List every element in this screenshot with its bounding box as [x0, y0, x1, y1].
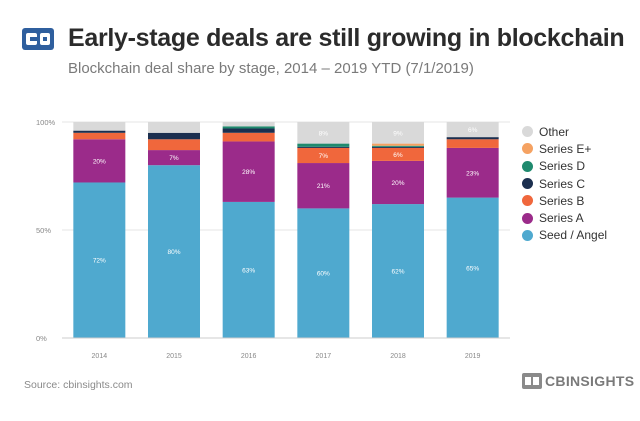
bar-data-label: 20% [391, 180, 404, 187]
bar-data-label: 7% [169, 155, 179, 162]
x-tick-label: 2018 [390, 353, 406, 360]
bar-segment [446, 139, 499, 148]
bar-segment [372, 122, 424, 144]
bar-segment [297, 143, 350, 147]
bar-segment [297, 122, 350, 144]
x-tick-label: 2015 [166, 353, 182, 360]
bars [73, 122, 499, 338]
legend-item: Series B [522, 192, 634, 209]
bar-segment [73, 132, 126, 140]
legend-item: Seed / Angel [522, 227, 634, 244]
legend-swatch [522, 178, 533, 190]
legend-item: Series D [522, 158, 634, 175]
bar-segment [222, 126, 275, 129]
brand-footer: CBINSIGHTS [522, 373, 634, 389]
legend-swatch [522, 212, 533, 224]
bar-segment [73, 139, 126, 183]
x-tick-label: 2017 [316, 353, 332, 360]
bar-segment [222, 141, 275, 202]
bar-segment [73, 182, 126, 338]
bar-data-label: 8% [319, 130, 329, 137]
bar-data-label: 80% [167, 249, 180, 256]
source-note: Source: cbinsights.com [24, 379, 133, 391]
legend-item: Other [522, 123, 634, 140]
gridlines [62, 121, 510, 231]
legend-label: Seed / Angel [539, 228, 608, 243]
bar-segment [148, 165, 200, 338]
bar-data-label: 23% [466, 170, 479, 177]
bar-segment [446, 137, 499, 140]
bar-segment [446, 197, 499, 338]
bar-data-label: 6% [468, 127, 478, 134]
bar-segment [73, 130, 126, 133]
bar-data-label: 28% [242, 169, 255, 176]
legend-swatch [522, 126, 533, 138]
legend-label: Series A [539, 211, 584, 226]
legend-label: Other [539, 124, 570, 139]
y-tick-label: 0% [36, 334, 47, 343]
legend-label: Series C [539, 176, 586, 191]
bar-segment [222, 128, 275, 133]
legend-swatch [522, 195, 533, 207]
bar-data-label: 6% [393, 152, 403, 159]
chart-legend: Other Series E+ Series D Series C Series B Se… [522, 123, 634, 244]
x-tick-label: 2014 [92, 353, 108, 360]
bar-data-label: 9% [393, 130, 403, 137]
axes: 100% 50% 0% 2014 2015 2016 2017 2018 2019 [36, 118, 510, 360]
legend-swatch [522, 229, 533, 241]
chart-title: Early-stage deals are still growing in b… [68, 24, 625, 52]
bar-data-label: 20% [93, 158, 106, 165]
bar-segment [372, 143, 424, 146]
bar-segment [446, 122, 499, 138]
x-tick-label: 2016 [241, 353, 257, 360]
bar-data-label: 7% [319, 153, 329, 160]
chart-subtitle: Blockchain deal share by stage, 2014 – 2… [68, 60, 474, 77]
bar-data-label: 62% [391, 269, 404, 276]
bar-segment [73, 122, 126, 131]
legend-label: Series B [539, 193, 585, 208]
bar-segment [372, 145, 424, 147]
bar-segment [222, 201, 275, 338]
bar-segment [372, 147, 424, 161]
brand-wordmark: CBINSIGHTS [545, 373, 635, 389]
bar-segment [148, 150, 200, 166]
bar-segment [148, 139, 200, 151]
cb-insights-logo-icon [22, 28, 54, 50]
bar-data-label: 21% [317, 183, 330, 190]
bar-segment [222, 122, 275, 127]
bar-data-label: 63% [242, 267, 255, 274]
legend-item: Series E+ [522, 140, 634, 157]
bar-segment [297, 146, 350, 148]
y-tick-label: 50% [36, 226, 51, 235]
legend-item: Series C [522, 175, 634, 192]
bar-segment [297, 208, 350, 338]
legend-label: Series E+ [539, 141, 592, 156]
bar-segment [372, 204, 424, 338]
bar-data-label: 72% [93, 258, 106, 265]
bar-segment [372, 146, 424, 148]
bar-segment [446, 147, 499, 198]
bar-segment [297, 163, 350, 209]
bar-segment [372, 160, 424, 205]
bar-segment [297, 147, 350, 164]
legend-swatch [522, 160, 533, 172]
cb-insights-mark-icon [522, 373, 542, 389]
bar-data-label: 65% [466, 265, 479, 272]
bar-segment [222, 132, 275, 142]
x-tick-label: 2019 [465, 353, 481, 360]
y-tick-label: 100% [36, 118, 56, 127]
legend-swatch [522, 143, 533, 155]
bar-segment [148, 132, 200, 140]
bar-segment [148, 122, 200, 133]
bar-data-label: 60% [317, 271, 330, 278]
legend-label: Series D [539, 159, 586, 174]
legend-item: Series A [522, 209, 634, 226]
data-labels: 72% 20% 80% 7% 63% 28% 60% 21% 7% 8% 62% 20% 6% 9% 65%… [93, 127, 480, 278]
